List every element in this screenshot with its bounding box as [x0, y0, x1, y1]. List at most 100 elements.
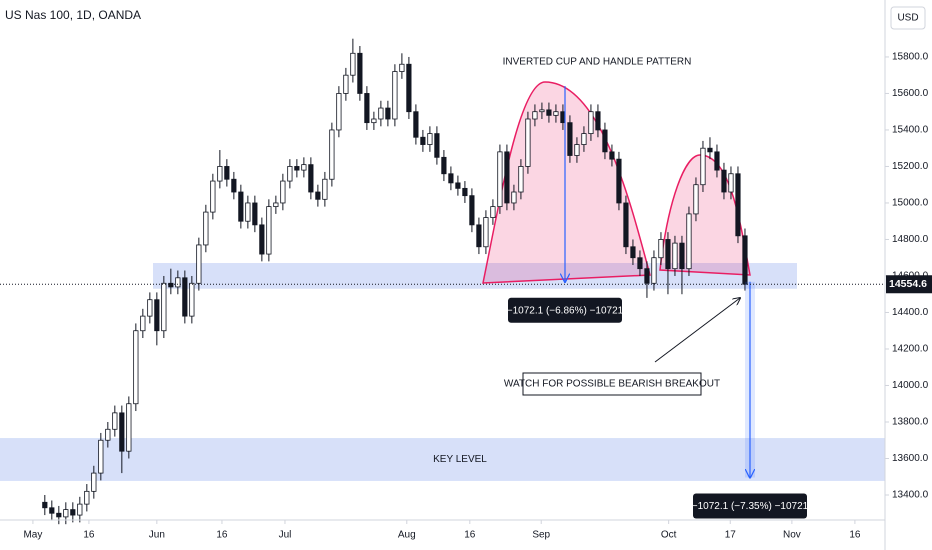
candle-body	[721, 169, 727, 193]
candle-body	[609, 151, 615, 160]
candle-body	[266, 206, 272, 255]
x-tick-label: 16	[849, 530, 861, 541]
candle-body	[98, 439, 104, 474]
candle-body	[539, 109, 545, 113]
candle-body	[518, 166, 524, 193]
x-tick-label: May	[23, 530, 42, 541]
candle-body	[693, 184, 699, 215]
x-tick-label: Jun	[149, 530, 165, 541]
candle-body	[686, 213, 692, 270]
candle-body	[49, 507, 55, 514]
candle-body	[161, 282, 167, 332]
y-tick-label: 15200.0	[892, 161, 929, 172]
candle-body	[630, 246, 636, 259]
price-zone	[0, 438, 885, 481]
y-tick-label: 15600.0	[892, 88, 929, 99]
candle-body	[469, 195, 475, 226]
candle-body	[532, 111, 538, 120]
candle-body	[441, 156, 447, 175]
candle-body	[476, 224, 482, 248]
measure-label-box	[693, 493, 807, 519]
candle-body	[679, 242, 685, 270]
candle-body	[742, 235, 748, 285]
candle-body	[644, 268, 650, 284]
x-tick-label: 16	[464, 530, 476, 541]
candle-body	[91, 472, 97, 492]
candle-body	[595, 111, 601, 131]
candle-body	[392, 71, 398, 120]
candle-body	[259, 224, 265, 255]
candle-body	[406, 63, 412, 113]
candle-body	[42, 501, 48, 509]
candle-body	[308, 164, 314, 193]
y-tick-label: 15400.0	[892, 125, 929, 136]
x-tick-label: Aug	[398, 530, 416, 541]
candle-body	[154, 299, 160, 332]
y-tick-label: 13800.0	[892, 417, 929, 428]
candle-body	[147, 299, 153, 317]
candle-body	[728, 173, 734, 193]
candle-body	[126, 403, 132, 452]
last-price-box	[886, 275, 932, 294]
candle-body	[203, 211, 209, 246]
candle-body	[434, 133, 440, 158]
candle-body	[224, 166, 230, 180]
candle-body	[350, 52, 356, 76]
candle-body	[490, 206, 496, 218]
candle-body	[616, 158, 622, 204]
chart-title: US Nas 100, 1D, OANDA	[5, 8, 141, 22]
y-tick-label: 15000.0	[892, 198, 929, 209]
annotation-box	[522, 372, 702, 396]
candle-body	[525, 118, 531, 167]
candle-body	[707, 147, 713, 153]
candle-body	[105, 428, 111, 441]
y-tick-label: 13600.0	[892, 453, 929, 464]
candle-body	[336, 93, 342, 131]
y-tick-label: 14800.0	[892, 234, 929, 245]
candle-body	[357, 52, 363, 94]
y-tick-label: 14200.0	[892, 344, 929, 355]
currency-box	[890, 6, 926, 30]
candle-body	[77, 503, 83, 516]
candle-body	[623, 202, 629, 248]
candle-body	[553, 111, 559, 116]
candle-body	[714, 151, 720, 171]
candle-body	[672, 242, 678, 270]
last-price-label: 14554.6	[889, 278, 927, 290]
candle-body	[567, 122, 573, 156]
candle-body	[735, 173, 741, 237]
candle-body	[140, 315, 146, 332]
candle-body	[462, 187, 468, 197]
annotation-arrow	[654, 298, 740, 363]
zone-label: KEY LEVEL	[433, 454, 487, 465]
candle-body	[210, 180, 216, 213]
y-tick-label: 15800.0	[892, 52, 929, 63]
candle-body	[238, 191, 244, 222]
candle-body	[637, 257, 643, 270]
y-tick-label: 13400.0	[892, 490, 929, 501]
candle-body	[399, 63, 405, 72]
candle-body	[364, 93, 370, 124]
candle-body	[574, 144, 580, 156]
candle-body	[168, 282, 174, 288]
candle-body	[280, 180, 286, 204]
candle-body	[112, 412, 118, 430]
candle-body	[56, 512, 62, 518]
candle-body	[385, 107, 391, 120]
x-tick-label: Jul	[279, 530, 292, 541]
candle-body	[588, 111, 594, 135]
candle-body	[252, 202, 258, 226]
candle-body	[322, 178, 328, 200]
measure-label-box	[508, 297, 622, 323]
x-tick-label: Oct	[661, 530, 677, 541]
candle-body	[602, 129, 608, 153]
x-tick-label: 16	[83, 530, 95, 541]
candle-body	[133, 330, 139, 405]
candle-body	[182, 277, 188, 317]
x-tick-label: Nov	[783, 530, 801, 541]
candle-body	[315, 191, 321, 200]
candle-body	[483, 217, 489, 248]
candle-body	[504, 151, 510, 204]
candle-body	[343, 74, 349, 94]
candle-body	[231, 178, 237, 193]
